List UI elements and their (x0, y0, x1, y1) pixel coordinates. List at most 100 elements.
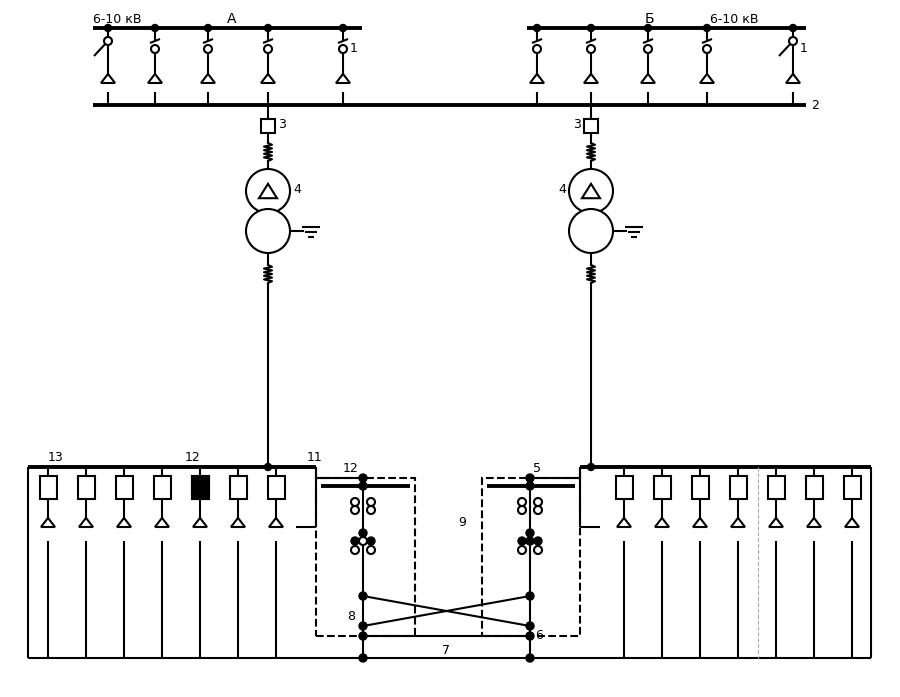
Text: 11: 11 (307, 451, 323, 464)
Text: Б: Б (644, 12, 653, 26)
Circle shape (789, 24, 796, 31)
Text: 6-10 кВ: 6-10 кВ (710, 13, 759, 26)
Circle shape (104, 37, 112, 45)
Polygon shape (655, 518, 669, 527)
Circle shape (526, 482, 534, 490)
Circle shape (359, 622, 367, 630)
Polygon shape (261, 74, 275, 83)
Circle shape (518, 498, 526, 506)
Text: 6: 6 (535, 629, 543, 642)
Circle shape (518, 546, 526, 554)
Circle shape (534, 537, 542, 545)
Text: 12: 12 (342, 462, 358, 475)
Circle shape (704, 24, 710, 31)
Circle shape (265, 24, 272, 31)
Circle shape (526, 622, 534, 630)
Circle shape (246, 209, 290, 253)
Text: 12: 12 (185, 451, 201, 464)
Bar (154, 475, 170, 498)
Circle shape (644, 45, 652, 53)
Text: 13: 13 (48, 451, 64, 464)
Circle shape (359, 529, 367, 537)
Circle shape (534, 24, 541, 31)
Text: 2: 2 (811, 98, 819, 112)
Polygon shape (336, 74, 350, 83)
Circle shape (703, 45, 711, 53)
Circle shape (526, 632, 534, 640)
Text: 6-10 кВ: 6-10 кВ (93, 13, 141, 26)
Polygon shape (617, 518, 631, 527)
Polygon shape (79, 518, 93, 527)
Bar (261, 119, 275, 133)
Polygon shape (641, 74, 655, 83)
Bar (192, 475, 209, 498)
Bar (730, 475, 746, 498)
Polygon shape (769, 518, 783, 527)
Bar (653, 475, 670, 498)
Circle shape (351, 537, 359, 545)
Circle shape (151, 24, 158, 31)
Polygon shape (231, 518, 245, 527)
Circle shape (367, 506, 375, 514)
Circle shape (526, 654, 534, 662)
Circle shape (526, 592, 534, 600)
Circle shape (264, 45, 272, 53)
Bar (77, 475, 94, 498)
Bar (316, 478, 415, 636)
Circle shape (587, 45, 595, 53)
Circle shape (265, 464, 272, 470)
Circle shape (569, 209, 613, 253)
Polygon shape (117, 518, 131, 527)
Circle shape (518, 506, 526, 514)
Circle shape (339, 45, 347, 53)
Text: 4: 4 (293, 183, 301, 196)
Polygon shape (269, 518, 283, 527)
Bar (192, 475, 209, 498)
Circle shape (359, 632, 367, 640)
Circle shape (359, 654, 367, 662)
Bar (806, 475, 823, 498)
Bar (230, 475, 247, 498)
Polygon shape (807, 518, 821, 527)
Polygon shape (201, 74, 215, 83)
Text: 3: 3 (573, 118, 581, 130)
Polygon shape (731, 518, 745, 527)
Polygon shape (530, 74, 544, 83)
Text: 3: 3 (278, 118, 286, 130)
Bar (768, 475, 785, 498)
Text: 8: 8 (347, 609, 355, 622)
Bar (843, 475, 860, 498)
Bar (267, 475, 284, 498)
Bar (691, 475, 708, 498)
Polygon shape (693, 518, 707, 527)
Bar (616, 475, 633, 498)
Circle shape (151, 45, 159, 53)
Text: 9: 9 (458, 516, 466, 529)
Circle shape (534, 498, 542, 506)
Bar (482, 478, 580, 636)
Circle shape (104, 24, 112, 31)
Circle shape (367, 537, 375, 545)
Polygon shape (582, 184, 600, 198)
Polygon shape (148, 74, 162, 83)
Circle shape (359, 474, 367, 482)
Circle shape (367, 546, 375, 554)
Circle shape (204, 45, 212, 53)
Bar (40, 475, 57, 498)
Text: А: А (228, 12, 237, 26)
Circle shape (518, 537, 526, 545)
Circle shape (569, 169, 613, 213)
Circle shape (534, 506, 542, 514)
Circle shape (351, 498, 359, 506)
Circle shape (526, 474, 534, 482)
Circle shape (588, 464, 595, 470)
Circle shape (339, 24, 346, 31)
Circle shape (534, 546, 542, 554)
Circle shape (789, 37, 797, 45)
Polygon shape (584, 74, 598, 83)
Polygon shape (41, 518, 55, 527)
Circle shape (359, 592, 367, 600)
Polygon shape (155, 518, 169, 527)
Polygon shape (700, 74, 714, 83)
Circle shape (644, 24, 652, 31)
